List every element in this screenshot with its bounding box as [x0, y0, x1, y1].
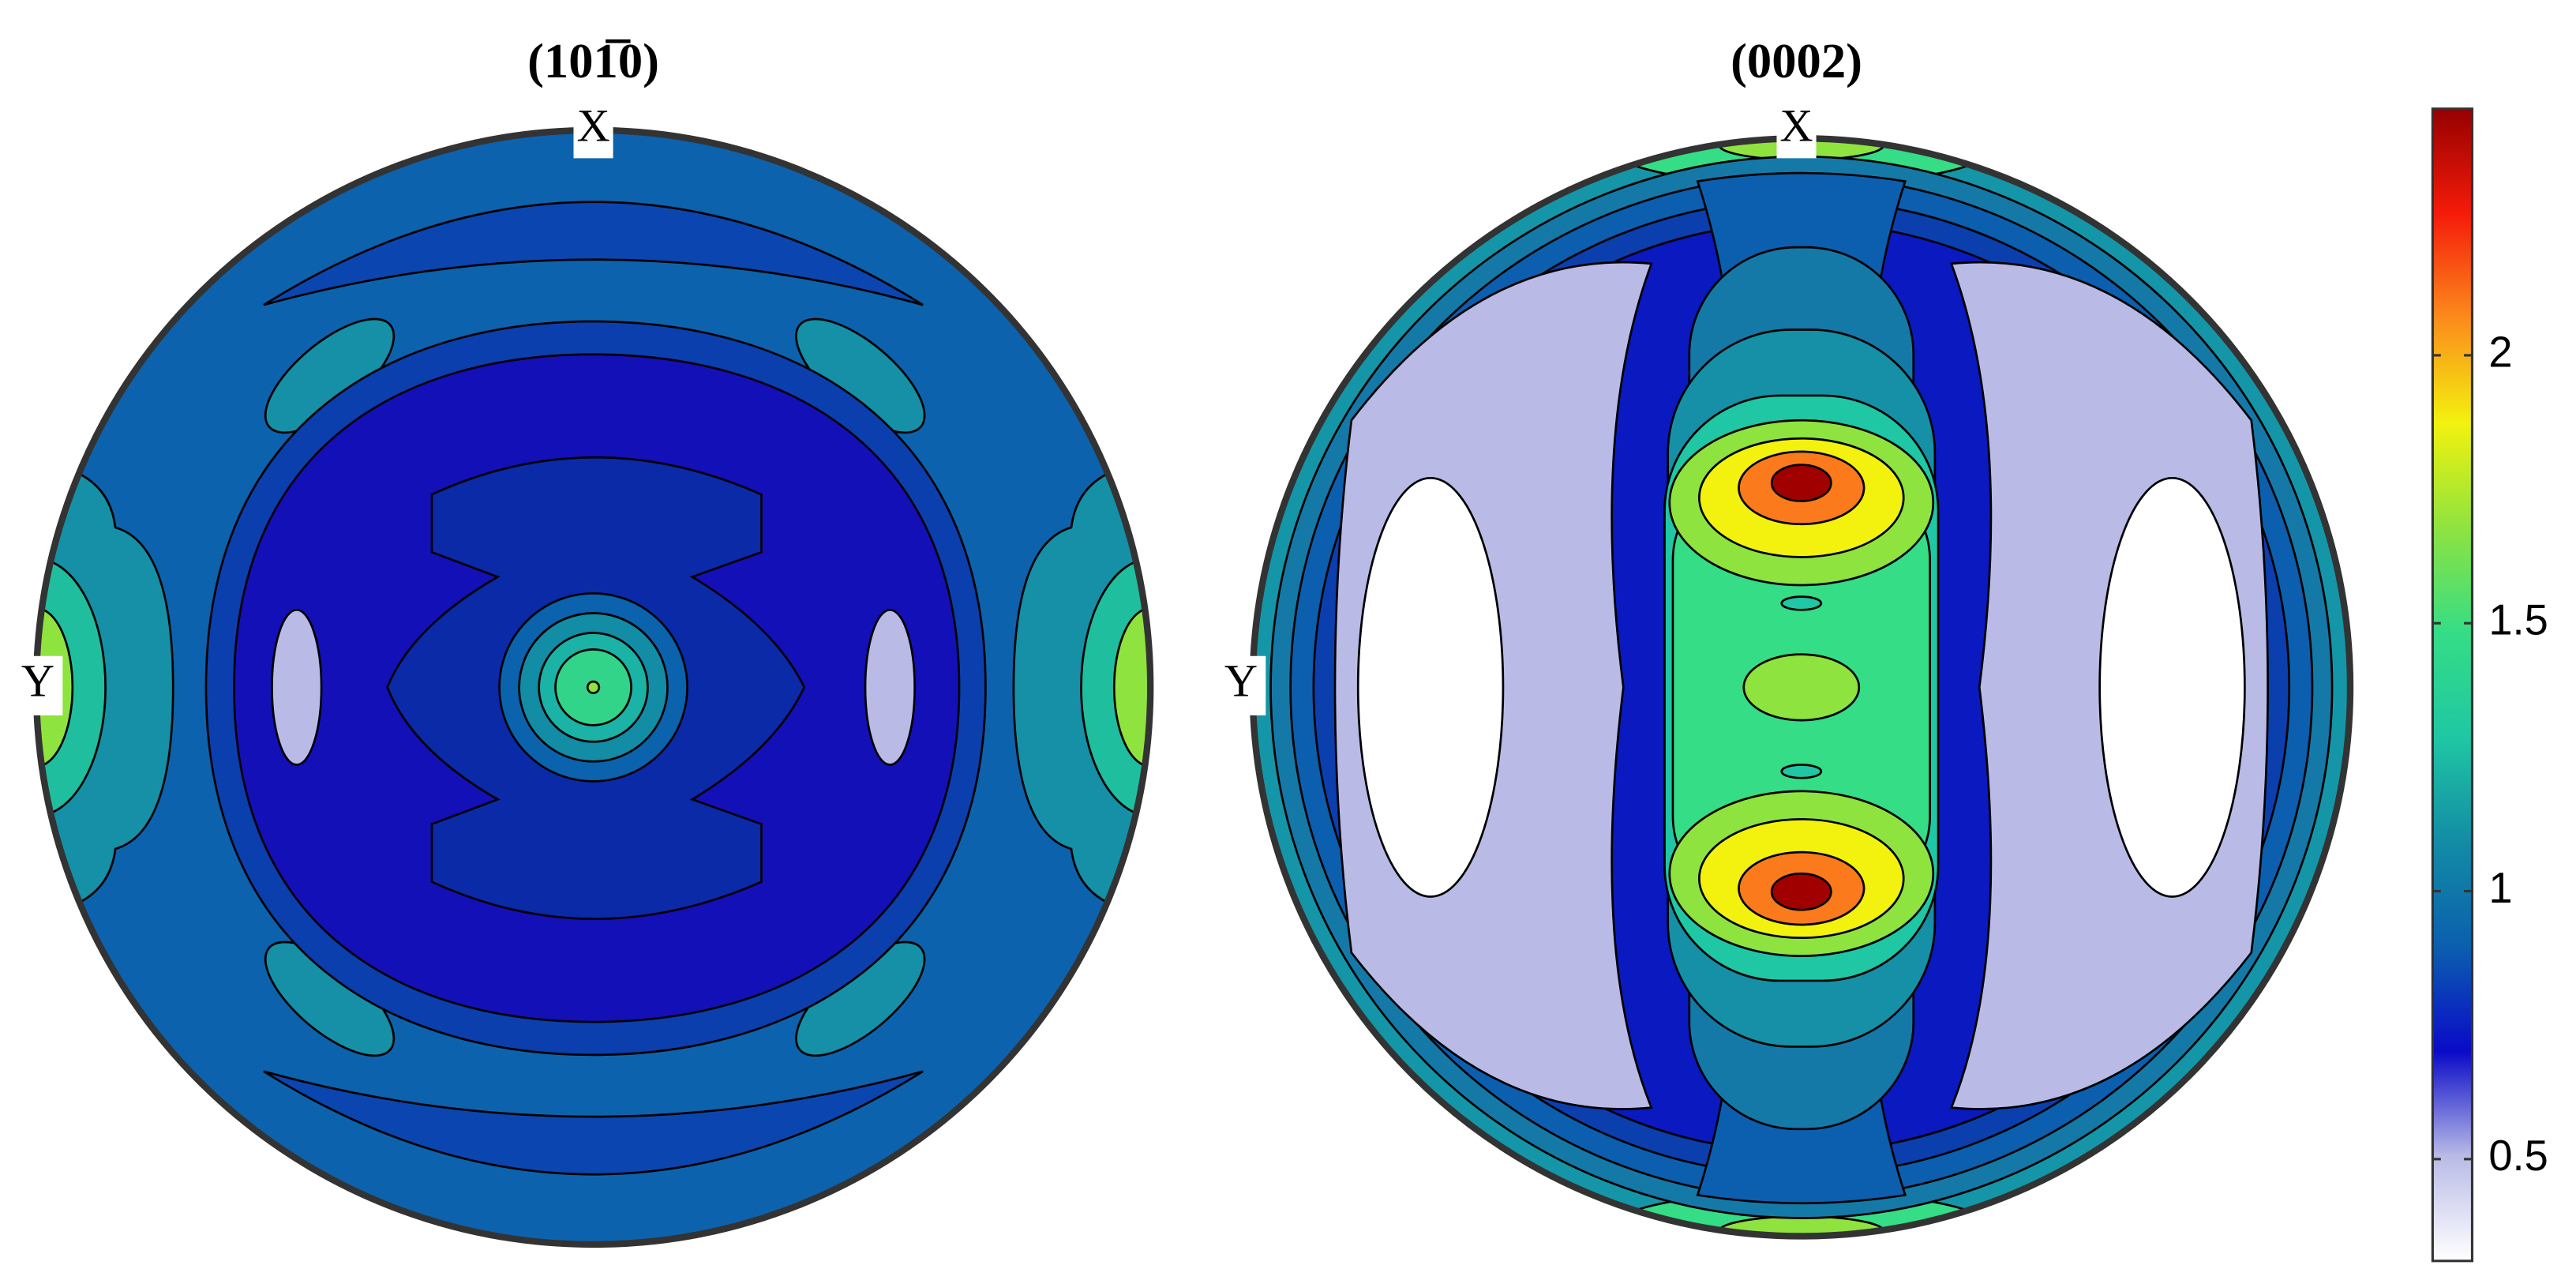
colorbar-tick-label: 0.5	[2488, 1132, 2548, 1180]
colorbar-tick-label: 1	[2488, 864, 2512, 912]
right-pole-figure	[1252, 138, 2350, 1237]
left-pole-figure	[36, 130, 1151, 1245]
x-label: X	[1779, 99, 1813, 151]
y-label: Y	[21, 655, 54, 707]
panel-title: (101̅0)	[527, 33, 659, 88]
label-box	[573, 102, 613, 159]
label-box	[13, 655, 63, 715]
colorbar-tick-label: 1.5	[2488, 596, 2548, 644]
colorbar	[2431, 107, 2474, 1263]
colorbar-tick-label: 2	[2488, 328, 2512, 376]
panel-title: (0002)	[1730, 33, 1862, 88]
label-box	[1216, 655, 1266, 715]
y-label: Y	[1224, 655, 1258, 707]
label-box	[1776, 102, 1817, 159]
x-label: X	[576, 99, 609, 151]
